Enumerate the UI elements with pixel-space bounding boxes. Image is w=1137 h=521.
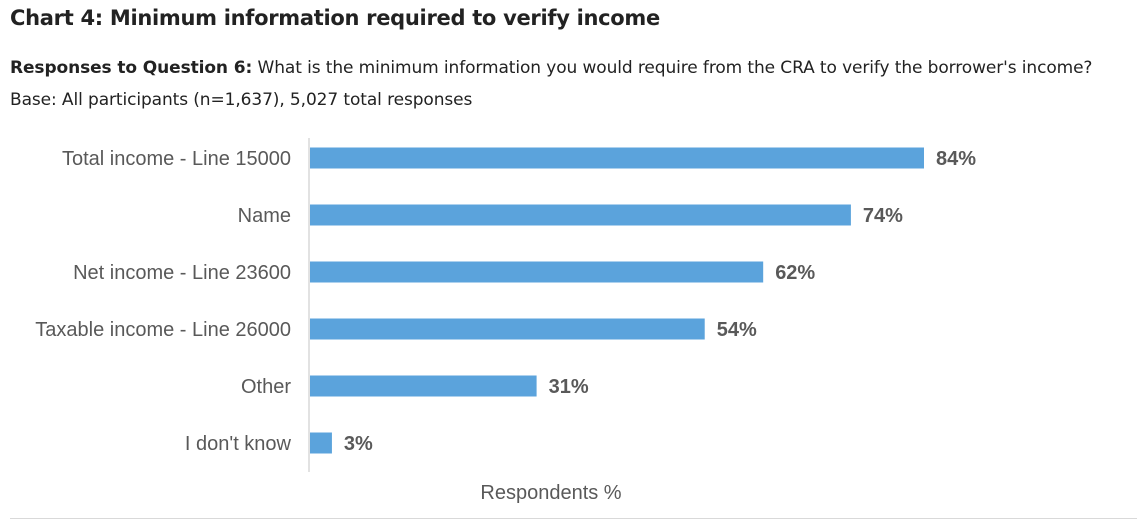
value-labels-group: 84% 74% 62% 54% 31% 3% [344,148,976,455]
value-label: 31% [549,376,589,398]
bar [310,375,537,397]
bar [310,204,851,226]
bars-group [310,147,924,454]
chart-subtitle: Responses to Question 6: What is the min… [10,52,1130,116]
bar [310,147,924,169]
value-label: 84% [936,148,976,170]
category-label: I don't know [185,433,292,455]
subtitle-text: What is the minimum information you woul… [10,58,1093,110]
category-label: Net income - Line 23600 [73,262,291,284]
category-labels-group: Total income - Line 15000 Name Net income … [35,148,291,455]
category-label: Taxable income - Line 26000 [35,319,291,341]
chart-title: Chart 4: Minimum information required to… [10,6,660,30]
x-axis-title: Respondents % [480,482,621,504]
bar [310,318,705,340]
value-label: 54% [717,319,757,341]
value-label: 3% [344,433,373,455]
bar [310,432,332,454]
subtitle-lead: Responses to Question 6: [10,58,253,78]
category-label: Total income - Line 15000 [62,148,291,170]
category-label: Name [238,205,291,227]
bottom-divider [10,518,1137,519]
category-label: Other [241,376,291,398]
bar [310,261,764,283]
value-label: 62% [775,262,815,284]
value-label: 74% [863,205,903,227]
